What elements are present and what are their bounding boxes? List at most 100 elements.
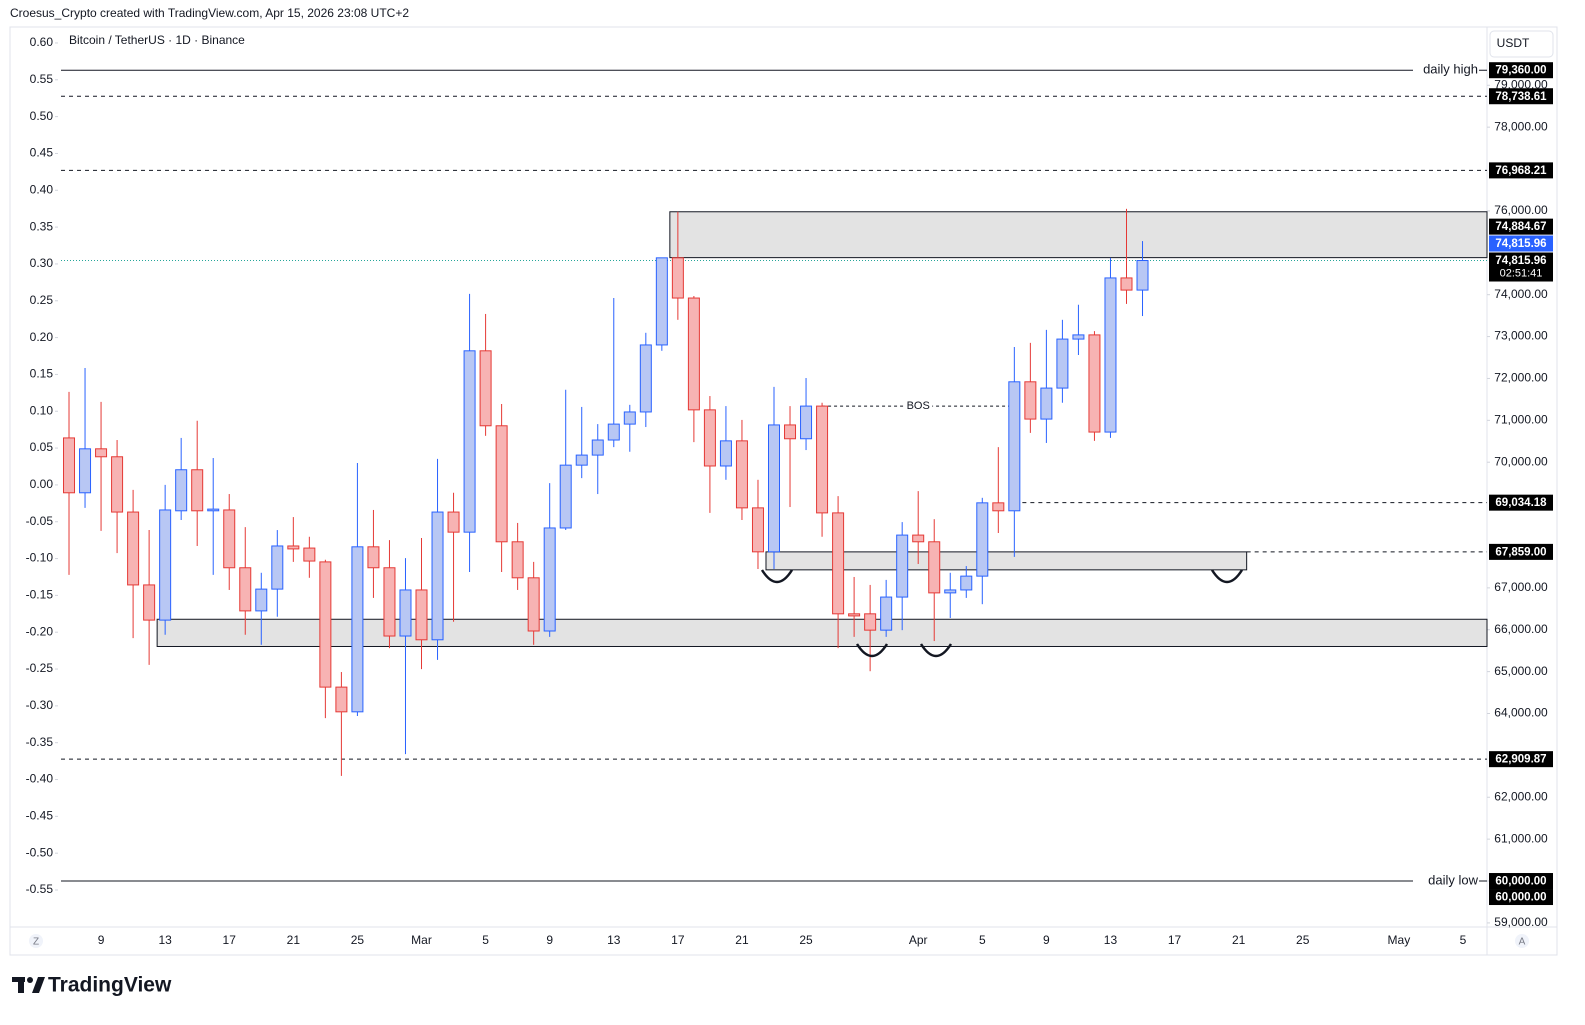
candle-body <box>912 534 925 543</box>
y-tick-label: 62,000.00 <box>1494 789 1548 803</box>
zone <box>765 551 1248 571</box>
candle-body <box>79 448 92 494</box>
zone <box>669 211 1488 259</box>
x-tick-label: 21 <box>735 933 749 947</box>
y-tick-label: 60,000.00 <box>1495 892 1546 904</box>
candle-body <box>159 509 172 621</box>
candle-body <box>543 527 556 632</box>
y2-tick-label: -0.45 <box>26 809 54 823</box>
countdown: 02:51:41 <box>1500 267 1543 279</box>
candle-body <box>207 508 220 512</box>
logo-mark <box>27 977 33 983</box>
y-tick-label: 74,000.00 <box>1494 287 1548 301</box>
y2-tick-label: -0.15 <box>26 588 54 602</box>
auto-scale-button-label[interactable]: A <box>1519 937 1526 948</box>
level-label-box <box>1489 88 1553 105</box>
x-tick-label: 13 <box>158 933 172 947</box>
x-tick-label: Apr <box>909 933 928 947</box>
timezone-button-label[interactable]: Z <box>33 937 39 948</box>
y-tick-label: 66,000.00 <box>1494 622 1548 636</box>
y2-tick-label: -0.40 <box>26 772 54 786</box>
x-tick-label: 9 <box>1043 933 1050 947</box>
y2-tick-label: -0.10 <box>26 551 54 565</box>
candle-body <box>848 613 861 617</box>
level-label: 78,738.61 <box>1495 91 1547 103</box>
candle-body <box>559 464 572 529</box>
candle-body <box>303 547 316 562</box>
logo-mark <box>18 977 24 993</box>
currency-label[interactable]: USDT <box>1497 36 1530 50</box>
candle-body <box>1104 277 1117 433</box>
candle-body <box>1072 334 1085 340</box>
level-label: 76,968.21 <box>1495 165 1547 177</box>
candle-body <box>431 511 444 641</box>
level-name-bg <box>1413 62 1479 79</box>
zone-label-box <box>1489 218 1553 235</box>
y-tick-label: 70,000.00 <box>1494 454 1548 468</box>
y2-tick-label: -0.05 <box>26 514 54 528</box>
x-tick-label: 17 <box>671 933 685 947</box>
candle-body <box>928 541 941 594</box>
candle-body <box>383 567 396 637</box>
candle-body <box>751 507 764 553</box>
candle-body <box>944 589 957 594</box>
level-label-box <box>1489 62 1553 79</box>
candle-body <box>415 589 428 641</box>
y-tick-label: 79,000.00 <box>1494 77 1548 91</box>
y-tick-label: 64,000.00 <box>1494 706 1548 720</box>
x-tick-label: Mar <box>411 933 432 947</box>
candle-body <box>447 511 460 533</box>
logo-mark <box>32 977 45 993</box>
y2-tick-label: -0.20 <box>26 624 54 638</box>
candle-body <box>735 440 748 509</box>
bos-label-bg <box>904 398 933 415</box>
candle-body <box>1024 381 1037 420</box>
candle-body <box>623 411 636 425</box>
y-tick-label: 71,000.00 <box>1494 413 1548 427</box>
arc <box>855 643 889 658</box>
candle-body <box>1008 381 1021 512</box>
timezone-button[interactable] <box>29 934 43 948</box>
tradingview-logo: TradingView <box>12 974 172 997</box>
y2-tick-label: 0.60 <box>30 35 54 49</box>
candle-body <box>992 502 1005 512</box>
y2-tick-label: -0.30 <box>26 698 54 712</box>
x-tick-label: 17 <box>1168 933 1182 947</box>
y-tick-label-box <box>1489 889 1553 906</box>
y-tick-label: 73,000.00 <box>1494 329 1548 343</box>
candle-body <box>784 424 797 440</box>
candle-body <box>63 437 76 494</box>
zone <box>156 618 1488 647</box>
candle-body <box>127 511 140 586</box>
attribution: Croesus_Crypto created with TradingView.… <box>10 6 409 20</box>
last-price-label-box <box>1489 252 1553 282</box>
candle-body <box>976 502 989 577</box>
candle-body <box>703 409 716 467</box>
x-tick-label: 5 <box>482 933 489 947</box>
level-name-bg <box>1413 873 1479 890</box>
candle-body <box>319 561 332 688</box>
y-tick-label: 76,000.00 <box>1494 203 1548 217</box>
level-label: 69,034.18 <box>1495 497 1547 509</box>
candle-body <box>832 512 845 615</box>
level-label-box <box>1489 751 1553 768</box>
zone-label-box <box>1489 543 1553 560</box>
x-tick-label: 5 <box>979 933 986 947</box>
auto-scale-button[interactable] <box>1515 934 1529 948</box>
last-price-label-box <box>1489 235 1553 252</box>
y-tick-label: 67,000.00 <box>1494 580 1548 594</box>
x-tick-label: 9 <box>546 933 553 947</box>
y-tick-label: 78,000.00 <box>1494 119 1548 133</box>
y2-tick-label: 0.30 <box>30 256 54 270</box>
level-label-box <box>1489 162 1553 179</box>
candle-body <box>479 350 492 427</box>
candle-body <box>880 596 893 631</box>
candle-body <box>896 534 909 598</box>
currency-button[interactable] <box>1489 30 1554 58</box>
x-tick-label: 17 <box>223 933 237 947</box>
y-tick-label: 65,000.00 <box>1494 664 1548 678</box>
price-labels: 60,000.00 74,884.67 67,859.00 79,360.00 78,7… <box>1489 62 1553 906</box>
y2-tick-label: 0.10 <box>30 403 54 417</box>
last-price-label: 74,815.96 <box>1495 238 1546 250</box>
candle-body <box>239 567 252 612</box>
